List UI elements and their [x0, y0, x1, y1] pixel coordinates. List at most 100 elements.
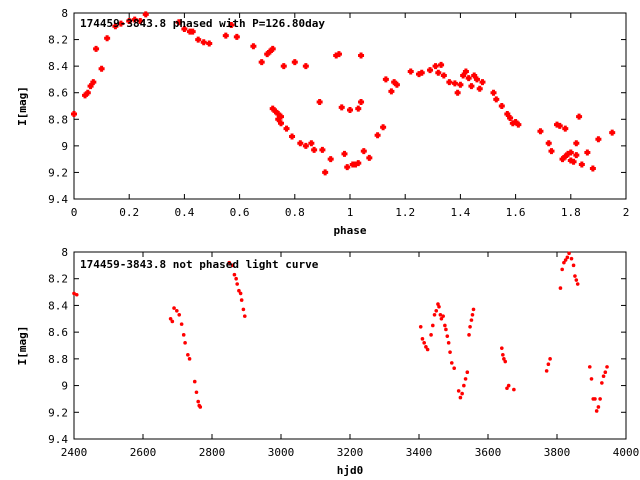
- unphased-data-point: [186, 353, 190, 357]
- phased-data-point: [341, 150, 348, 157]
- phased-x-axis-label: phase: [333, 224, 366, 237]
- unphased-data-point: [168, 316, 173, 321]
- unphased-data-point: [567, 251, 571, 256]
- phased-x-tick-label: 0.8: [285, 206, 305, 219]
- phased-data-point: [435, 69, 442, 76]
- unphased-data-point: [170, 319, 175, 324]
- unphased-data-point: [502, 357, 506, 361]
- unphased-data-point: [175, 308, 179, 313]
- unphased-y-tick-label: 8.4: [48, 299, 68, 312]
- phased-data-point: [498, 103, 505, 109]
- phased-data-point: [465, 75, 472, 82]
- phased-x-ticks: 0 0.2 0.4 0.6 0.8 1 1.2 1.4 1.6 1.8 2: [71, 13, 629, 219]
- unphased-data-point: [177, 312, 182, 317]
- phased-data-point: [468, 83, 475, 90]
- unphased-x-tick-label: 3200: [337, 446, 364, 459]
- phased-data-point: [71, 110, 77, 117]
- phased-x-tick-label: 0.4: [174, 206, 194, 219]
- unphased-data-point: [418, 325, 423, 329]
- unphased-data-point: [598, 397, 602, 401]
- phased-data-point: [280, 63, 287, 70]
- phased-data-point: [347, 106, 353, 113]
- phased-data-point: [548, 148, 555, 155]
- unphased-data-point: [593, 397, 597, 401]
- phased-data-point: [567, 149, 574, 156]
- unphased-x-tick-label: 3800: [544, 446, 571, 459]
- phased-data-point: [562, 125, 569, 132]
- unphased-data-point: [198, 405, 203, 409]
- phased-data-point: [393, 81, 400, 88]
- unphased-data-point: [194, 390, 199, 395]
- unphased-data-point: [452, 366, 456, 371]
- unphased-data-point: [546, 362, 551, 367]
- phased-data-point: [438, 61, 445, 68]
- unphased-x-axis-label: hjd0: [337, 464, 364, 477]
- phased-data-point: [233, 33, 240, 40]
- phased-data-point: [131, 16, 138, 23]
- phased-y-tick-label: 8.8: [48, 113, 68, 126]
- unphased-data-point: [468, 325, 472, 329]
- unphased-data-point: [569, 256, 574, 261]
- unphased-data-point: [463, 377, 468, 381]
- unphased-data-point: [460, 391, 464, 396]
- phased-x-tick-label: 1.4: [450, 206, 470, 219]
- phased-data-point: [269, 45, 276, 52]
- phased-x-tick-label: 1: [347, 206, 354, 219]
- phased-data-point: [322, 169, 329, 176]
- unphased-data-point: [432, 312, 437, 317]
- unphased-data-point: [181, 333, 186, 337]
- unphased-data-point: [467, 333, 471, 337]
- unphased-data-point: [187, 357, 192, 361]
- phased-data-point: [358, 99, 365, 106]
- phased-data-point: [382, 76, 389, 83]
- unphased-data-point: [446, 341, 451, 345]
- unphased-data-point: [565, 255, 570, 260]
- phased-y-tick-label: 9: [61, 140, 68, 153]
- unphased-panel: 2400 2600 2800 3000 3200 3400 3600 3800 4000 8 8.…: [16, 246, 639, 477]
- phased-y-tick-label: 8.2: [48, 34, 68, 47]
- unphased-data-point: [234, 276, 238, 281]
- unphased-data-point: [179, 322, 184, 326]
- phased-data-point: [98, 65, 105, 72]
- unphased-data-point: [462, 383, 466, 388]
- unphased-data-point: [587, 365, 592, 369]
- unphased-x-tick-label: 3400: [406, 446, 433, 459]
- unphased-y-tick-label: 8.8: [48, 353, 68, 366]
- phased-data-point: [609, 129, 616, 136]
- phased-data-point: [308, 140, 315, 147]
- unphased-y-axis-label: I[mag]: [16, 326, 29, 366]
- phased-data-point: [573, 140, 580, 147]
- unphased-data-point: [600, 381, 604, 385]
- phased-data-point: [556, 122, 563, 129]
- phased-data-point: [117, 20, 124, 27]
- phased-data-point: [112, 23, 119, 30]
- phased-data-point: [302, 142, 309, 149]
- unphased-data-point: [444, 327, 448, 332]
- phased-data-point: [407, 68, 414, 75]
- phased-data-point: [457, 81, 464, 88]
- unphased-data-point: [596, 405, 601, 409]
- phased-data-point: [589, 165, 596, 172]
- phased-data-point: [142, 11, 149, 18]
- phased-x-tick-label: 1.8: [561, 206, 581, 219]
- unphased-data-point: [235, 282, 239, 286]
- unphased-data-point: [441, 314, 445, 318]
- phased-data-point: [388, 88, 395, 95]
- phased-data-point: [515, 121, 522, 128]
- unphased-data-point: [196, 399, 200, 404]
- phased-data-point: [222, 32, 229, 39]
- unphased-data-point: [232, 272, 237, 277]
- unphased-data-point: [470, 312, 475, 317]
- phased-data-point: [297, 140, 304, 147]
- phased-data-point: [473, 76, 480, 83]
- unphased-data-point: [172, 306, 176, 310]
- unphased-data-point: [237, 288, 241, 293]
- phased-panel: 0 0.2 0.4 0.6 0.8 1 1.2 1.4 1.6 1.8 2 8 8.2 8.4 8.6 8.…: [16, 7, 629, 237]
- unphased-data-point: [72, 291, 76, 296]
- phased-data-point: [181, 25, 188, 32]
- phased-x-tick-label: 1.6: [506, 206, 526, 219]
- unphased-data-point: [500, 346, 504, 350]
- phased-data-points: [71, 11, 616, 176]
- phased-data-point: [316, 99, 323, 106]
